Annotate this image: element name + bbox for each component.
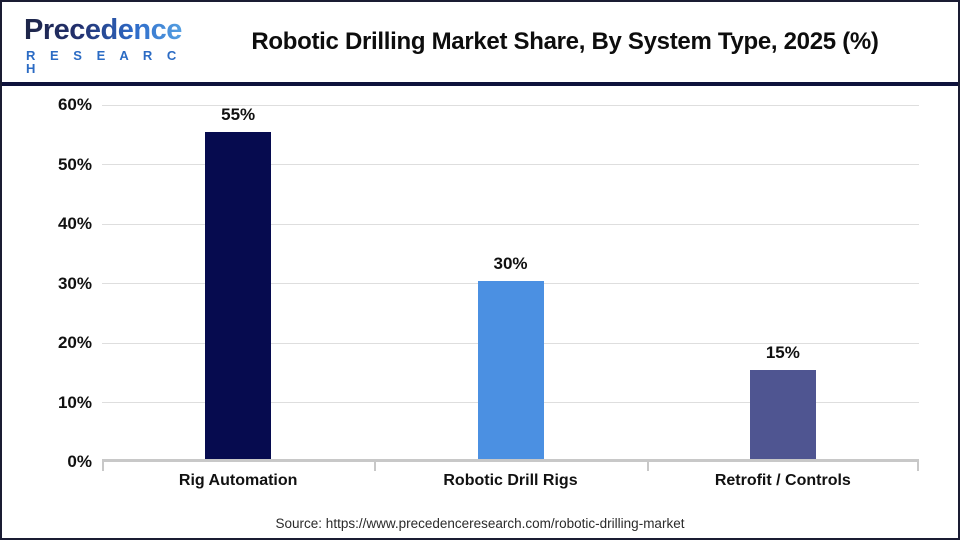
y-tick-label-30%: 30% (57, 273, 92, 293)
logo-subtitle: R E S E A R C H (26, 48, 182, 76)
y-tick-label-10%: 10% (57, 392, 92, 412)
gridline-60% (102, 104, 919, 106)
x-axis-tick (917, 462, 919, 471)
bar-robotic-drill-rigs (477, 280, 544, 459)
y-tick-label-50%: 50% (57, 154, 92, 174)
x-category-label-robotic-drill-rigs: Robotic Drill Rigs (443, 472, 578, 489)
value-label-retrofit-controls: 15% (765, 342, 800, 362)
x-category-label-retrofit-controls: Retrofit / Controls (714, 472, 851, 489)
precedence-research-logo: Precedence R E S E A R C H (24, 14, 184, 76)
y-tick-label-40%: 40% (57, 214, 92, 233)
y-tick-label-60%: 60% (57, 95, 92, 114)
source-citation: Source: https://www.precedenceresearch.c… (275, 516, 685, 531)
y-tick-label-0%: 0% (67, 452, 92, 471)
x-axis-tick (102, 462, 104, 471)
logo-wordmark: Precedence (24, 14, 182, 46)
bar-retrofit-controls (749, 369, 816, 459)
value-label-rig-automation: 55% (221, 104, 256, 124)
header: Precedence R E S E A R C H Robotic Drill… (2, 2, 958, 86)
gridline-50% (102, 164, 919, 165)
value-label-robotic-drill-rigs: 30% (493, 253, 528, 273)
chart-title: Robotic Drilling Market Share, By System… (251, 28, 879, 55)
gridline-40% (102, 223, 919, 225)
bar-chart: 55% 30% 15% 0% 10% 20% 30% 40% 50% 60% Rig Autom… (2, 90, 958, 538)
x-axis-tick (374, 462, 377, 471)
x-axis-tick (646, 462, 649, 471)
x-category-label-rig-automation: Rig Automation (178, 472, 298, 489)
bar-rig-automation (205, 131, 272, 459)
y-tick-label-20%: 20% (57, 333, 92, 352)
plot-area: 55% 30% 15% (102, 104, 919, 462)
